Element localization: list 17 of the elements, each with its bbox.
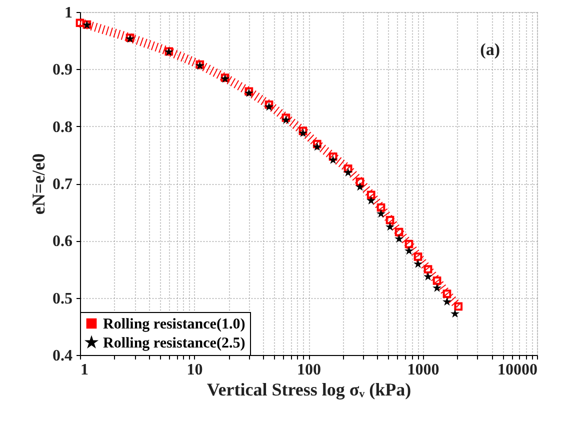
y-tick-label: 0.7: [52, 176, 72, 193]
y-tick-label: 0.4: [52, 348, 72, 364]
legend-label: Rolling resistance(1.0): [103, 316, 246, 332]
y-tick-label: 0.9: [52, 62, 72, 79]
x-tick-label: 100: [297, 362, 321, 378]
y-tick-label: 0.5: [52, 290, 72, 308]
x-tick-label: 1000: [407, 362, 440, 378]
y-tick-label: 0.8: [52, 118, 72, 136]
y-axis-title: eN=e/e0: [28, 153, 48, 215]
y-tick-label: 0.6: [52, 233, 72, 250]
y-tick-label: 1: [64, 4, 72, 22]
x-axis-title: Vertical Stress log σᵥ (kPa): [206, 380, 412, 400]
legend-label: Rolling resistance(2.5): [103, 336, 246, 352]
x-tick-label: 10: [186, 362, 203, 378]
x-tick-label: 10000: [498, 362, 538, 378]
annotation: (a): [480, 40, 500, 59]
x-tick-label: 1: [80, 362, 88, 378]
